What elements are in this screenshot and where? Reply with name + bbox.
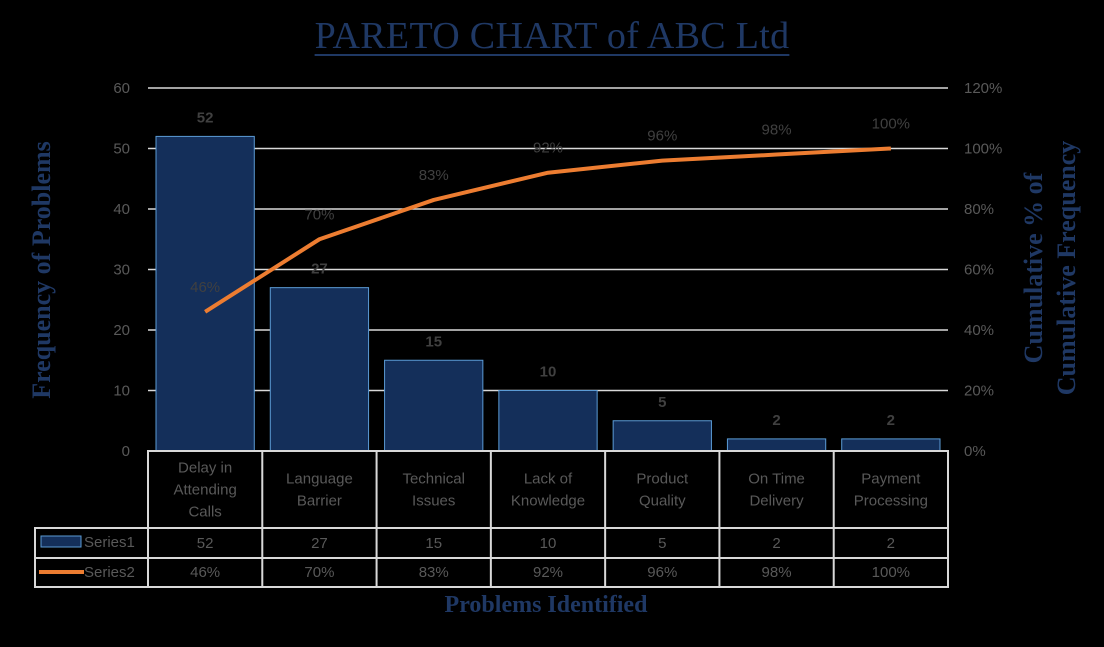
series2-cell: 83%: [419, 564, 449, 581]
table-border: [147, 450, 949, 588]
series1-cell: 5: [658, 535, 666, 552]
right-tick-label: 40%: [964, 322, 994, 339]
right-tick-label: 120%: [964, 80, 1002, 97]
cumulative-line: [204, 146, 891, 314]
bar: [155, 135, 255, 452]
data-table: Delay inAttendingCalls5246%LanguageBarri…: [34, 450, 949, 588]
bar-value-label: 2: [772, 412, 780, 429]
line-value-label: 46%: [190, 279, 220, 296]
left-tick-label: 10: [113, 383, 130, 400]
series2-cell: 98%: [762, 564, 792, 581]
category-label: Processing: [854, 493, 928, 510]
series1-cell: 15: [425, 535, 442, 552]
category-label: Payment: [861, 471, 921, 488]
series2-legend-label: Series2: [84, 564, 135, 581]
line-value-label: 83%: [419, 167, 449, 184]
series2-cell: 92%: [533, 564, 563, 581]
category-label: Technical: [402, 471, 465, 488]
gridlines: [148, 87, 948, 392]
right-axis-title-line1: Cumulative % of: [1019, 172, 1048, 363]
bar-value-label: 52: [197, 109, 214, 126]
cumulative-line-series: [204, 146, 891, 314]
bar: [269, 287, 370, 452]
right-tick-label: 20%: [964, 383, 994, 400]
line-data-labels: 46% 70% 83% 92% 96% 98% 100%: [190, 116, 910, 296]
bar: [841, 438, 941, 452]
series1-cell: 52: [197, 535, 214, 552]
left-axis-ticks: 0 10 20 30 40 50 60: [113, 80, 130, 460]
line-value-label: 70%: [304, 206, 334, 223]
category-label: Attending: [173, 482, 236, 499]
left-tick-label: 60: [113, 80, 130, 97]
bar-value-label: 10: [540, 364, 557, 381]
line-value-label: 92%: [533, 140, 563, 157]
category-label: Language: [286, 471, 353, 488]
series2-cell: 46%: [190, 564, 220, 581]
bar-value-label: 2: [887, 412, 895, 429]
right-axis-title-line2: Cumulative Frequency: [1052, 141, 1081, 395]
category-label: Issues: [412, 493, 455, 510]
category-label: On Time: [748, 471, 805, 488]
bar: [726, 438, 827, 452]
bar-value-label: 15: [425, 333, 442, 350]
category-label: Delivery: [749, 493, 804, 510]
bar: [498, 390, 598, 452]
line-value-label: 96%: [647, 128, 677, 145]
series2-cell: 96%: [647, 564, 677, 581]
left-tick-label: 50: [113, 141, 130, 158]
line-value-label: 100%: [872, 116, 910, 133]
category-label: Product: [636, 471, 689, 488]
right-tick-label: 60%: [964, 262, 994, 279]
right-axis-ticks: 0% 20% 40% 60% 80% 100% 120%: [964, 80, 1002, 460]
right-tick-label: 0%: [964, 443, 986, 460]
series1-cell: 2: [772, 535, 780, 552]
series1-cell: 2: [887, 535, 895, 552]
category-label: Barrier: [297, 493, 342, 510]
category-label: Calls: [188, 504, 221, 521]
bar-series: [155, 135, 941, 452]
category-label: Quality: [639, 493, 686, 510]
left-axis-title: Frequency of Problems: [27, 141, 56, 399]
series1-legend-key: [40, 535, 82, 548]
left-tick-label: 30: [113, 262, 130, 279]
series1-cell: 10: [540, 535, 557, 552]
series1-legend-label: Series1: [84, 534, 135, 551]
bar-value-label: 5: [658, 394, 666, 411]
series2-cell: 100%: [872, 564, 910, 581]
category-label: Delay in: [178, 460, 232, 477]
chart-title: PARETO CHART of ABC Ltd: [314, 15, 790, 57]
x-axis-title: Problems Identified: [445, 592, 649, 618]
bar-value-label: 27: [311, 261, 328, 278]
bar: [612, 420, 712, 452]
line-value-label: 98%: [762, 122, 792, 139]
category-label: Knowledge: [511, 493, 585, 510]
series1-cell: 27: [311, 535, 328, 552]
left-tick-label: 0: [122, 443, 130, 460]
left-tick-label: 40: [113, 201, 130, 218]
bar: [384, 359, 484, 452]
left-tick-label: 20: [113, 322, 130, 339]
right-tick-label: 80%: [964, 201, 994, 218]
series2-cell: 70%: [304, 564, 334, 581]
category-label: Lack of: [524, 471, 573, 488]
right-tick-label: 100%: [964, 141, 1002, 158]
